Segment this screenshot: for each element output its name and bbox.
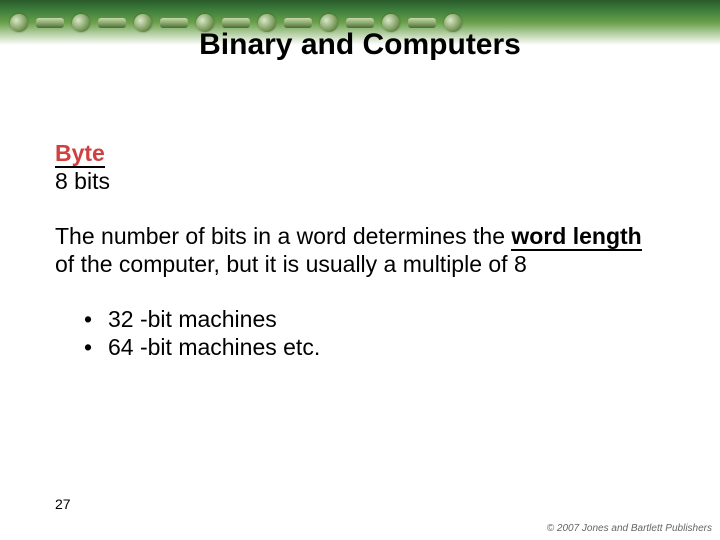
list-item: 64 -bit machines etc.: [90, 334, 665, 362]
term-block: Byte 8 bits: [55, 140, 665, 195]
paragraph: The number of bits in a word determines …: [55, 223, 665, 278]
para-part-3: of the computer, but it is usually a mul…: [55, 251, 527, 277]
term-word: Byte: [55, 140, 105, 168]
para-part-1: The number of bits in a word determines …: [55, 223, 511, 249]
slide-title: Binary and Computers: [0, 28, 720, 62]
copyright-text: © 2007 Jones and Bartlett Publishers: [547, 523, 712, 534]
bullet-list: 32 -bit machines 64 -bit machines etc.: [90, 306, 665, 361]
term-definition: 8 bits: [55, 168, 110, 194]
page-number: 27: [55, 496, 71, 512]
underlined-phrase: word length: [511, 223, 641, 251]
slide-content: Byte 8 bits The number of bits in a word…: [55, 140, 665, 362]
list-item: 32 -bit machines: [90, 306, 665, 334]
